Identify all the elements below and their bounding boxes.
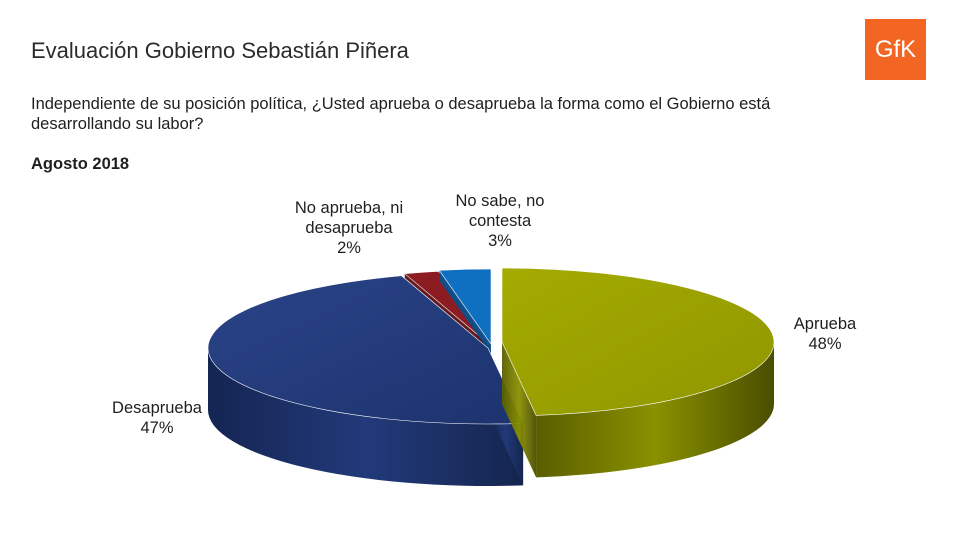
pie-slice-no-sabe-no-contesta <box>438 268 492 354</box>
gfk-logo: GfK <box>865 19 926 80</box>
survey-period: Agosto 2018 <box>31 155 130 173</box>
pie-slice-aprueba <box>501 267 775 478</box>
pie-slice-desaprueba <box>207 275 524 486</box>
page-title: Evaluación Gobierno Sebastián Piñera <box>31 38 409 63</box>
survey-question: Independiente de su posición política, ¿… <box>31 95 771 133</box>
slice-label-no-sabe-no-contesta: No sabe, no contesta 3% <box>456 192 545 250</box>
slice-label-aprueba: Aprueba 48% <box>794 315 857 353</box>
slice-label-desaprueba: Desaprueba 47% <box>112 399 203 437</box>
slice-label-no-aprueba-ni-desaprueba: No aprueba, ni desaprueba 2% <box>295 199 403 257</box>
